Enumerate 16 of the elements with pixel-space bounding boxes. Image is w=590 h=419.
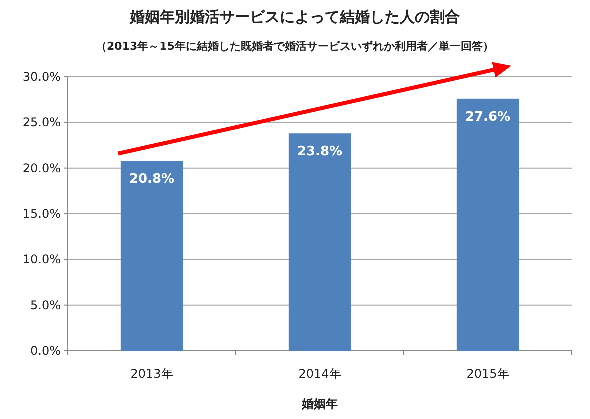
chart-title: 婚姻年別婚活サービスによって結婚した人の割合: [129, 8, 460, 26]
data-label: 27.6%: [465, 110, 511, 125]
x-tick-label: 2014年: [298, 367, 342, 381]
y-tick-label: 30.0%: [22, 70, 61, 84]
y-tick-label: 15.0%: [22, 207, 61, 221]
x-tick-label: 2015年: [466, 367, 510, 381]
data-label: 23.8%: [297, 144, 343, 160]
y-tick-label: 10.0%: [22, 252, 61, 267]
y-tick-label: 25.0%: [22, 116, 61, 130]
x-tick-label: 2013年: [130, 367, 174, 381]
data-label: 20.8%: [129, 172, 175, 188]
chart-subtitle: （2013年～15年に結婚した既婚者で婚活サービスいずれか利用者／単一回答）: [96, 40, 494, 53]
y-tick-label: 0.0%: [30, 344, 61, 358]
y-tick-label: 5.0%: [30, 298, 61, 312]
x-axis-title: 婚姻年: [301, 397, 338, 411]
y-tick-label: 20.0%: [22, 161, 61, 176]
